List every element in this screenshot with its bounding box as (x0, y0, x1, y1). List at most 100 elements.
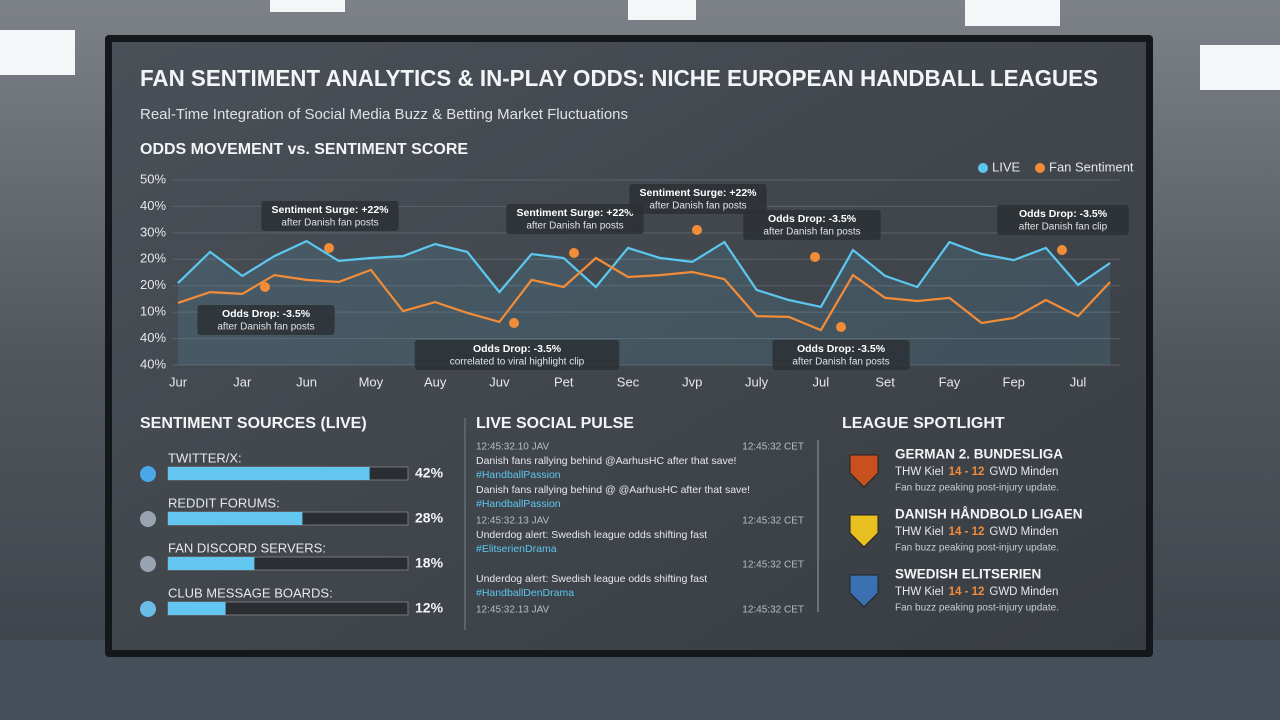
bar (168, 602, 226, 615)
hashtag: #HandballDenDrama (476, 587, 574, 599)
x-tick-label: Jur (169, 374, 188, 389)
legend-swatch (978, 163, 988, 173)
annotation-heading: Odds Drop: -3.5% (473, 343, 562, 355)
team: THW Kiel (895, 526, 944, 538)
x-tick-label: Moy (359, 374, 384, 389)
section-title: LIVE SOCIAL PULSE (476, 415, 634, 432)
team: THW Kiel (895, 586, 944, 598)
x-tick-label: Jar (233, 374, 252, 389)
timestamp: 12:45:32 CET (742, 442, 804, 453)
timestamp: 12:45:32 CET (742, 560, 804, 571)
annotation-box (629, 184, 767, 214)
annotation-dot (692, 225, 702, 235)
annotation-heading: Odds Drop: -3.5% (768, 213, 857, 225)
league-name: GERMAN 2. BUNDESLIGA (895, 447, 1063, 462)
annotation-box (772, 340, 910, 370)
annotation-dot (324, 243, 334, 253)
annotation-text: after Danish fan posts (649, 201, 746, 212)
post-text: Underdog alert: Swedish league odds shif… (476, 529, 707, 541)
annotation-box (261, 201, 399, 231)
league-crest (849, 574, 879, 608)
annotation-text: after Danish fan posts (281, 218, 378, 229)
annotation-heading: Sentiment Surge: +22% (640, 187, 758, 199)
annotation-dot (569, 248, 579, 258)
source-name: TWITTER/X: (168, 450, 242, 465)
source-value: 42% (415, 465, 444, 481)
team: THW Kiel (895, 466, 944, 478)
y-tick-label: 40% (140, 198, 166, 213)
note: Fan buzz peaking post-injury update. (895, 603, 1059, 614)
y-tick-label: 20% (140, 277, 166, 292)
team: GWD Minden (989, 466, 1058, 478)
annotation-dot (1057, 245, 1067, 255)
title: FAN SENTIMENT ANALYTICS & IN-PLAY ODDS: … (140, 65, 1098, 91)
bar (168, 467, 370, 480)
x-tick-label: Jun (296, 374, 317, 389)
y-tick-label: 40% (140, 330, 166, 345)
section-title: LEAGUE SPOTLIGHT (842, 415, 1005, 432)
x-tick-label: Fep (1003, 374, 1025, 389)
annotation-box (997, 205, 1129, 235)
x-tick-label: Jul (813, 374, 830, 389)
y-tick-label: 10% (140, 304, 166, 319)
x-tick-label: July (745, 374, 769, 389)
league-name: SWEDISH ELITSERIEN (895, 567, 1041, 582)
post-text: Danish fans rallying behind @AarhusHC af… (476, 455, 736, 467)
line (177, 239, 1111, 309)
hashtag: #HandballPassion (476, 469, 561, 481)
timestamp: 12:45:32 CET (742, 516, 804, 527)
annotation-heading: Sentiment Surge: +22% (517, 207, 635, 219)
annotation-box (506, 204, 644, 234)
ceiling-lights (0, 0, 1280, 90)
timestamp: 12:45:32.13 JAV (476, 516, 550, 527)
screen (112, 42, 1146, 650)
x-tick-label: Fay (939, 374, 961, 389)
area (178, 241, 1111, 365)
source-name: CLUB MESSAGE BOARDS: (168, 585, 333, 600)
source-icon (140, 556, 156, 572)
annotation-text: correlated to viral highlight clip (450, 357, 585, 368)
y-tick-label: 30% (140, 224, 166, 239)
annotation-text: after Danish fan posts (792, 357, 889, 368)
x-tick-label: Sec (617, 374, 640, 389)
score: 14 - 12 (949, 526, 985, 538)
team: GWD Minden (989, 586, 1058, 598)
annotation-dot (836, 322, 846, 332)
league-name: DANISH HÅNDBOLD LIGAEN (895, 507, 1083, 522)
source-name: FAN DISCORD SERVERS: (168, 540, 326, 555)
legend-label: Fan Sentiment (1049, 159, 1134, 174)
annotation-text: after Danish fan clip (1019, 222, 1108, 233)
y-tick-label: 20% (140, 251, 166, 266)
annotation-text: after Danish fan posts (526, 221, 623, 232)
line (177, 256, 1111, 332)
x-tick-label: Set (875, 374, 895, 389)
subtitle: Real-Time Integration of Social Media Bu… (140, 106, 628, 123)
league-crest (849, 514, 879, 548)
section-title: SENTIMENT SOURCES (LIVE) (140, 415, 367, 432)
hashtag: #HandballPassion (476, 498, 561, 510)
score: 14 - 12 (949, 586, 985, 598)
timestamp: 12:45:32 CET (742, 605, 804, 616)
annotation-box (743, 210, 881, 240)
score: 14 - 12 (949, 466, 985, 478)
bar (168, 557, 255, 570)
timestamp: 12:45:32.13 JAV (476, 605, 550, 616)
team: GWD Minden (989, 526, 1058, 538)
hashtag: #ElitserienDrama (476, 543, 557, 555)
post-text: Danish fans rallying behind @ @AarhusHC … (476, 484, 750, 496)
annotation-dot (810, 252, 820, 262)
annotation-heading: Sentiment Surge: +22% (272, 204, 390, 216)
x-tick-label: Pet (554, 374, 574, 389)
source-value: 28% (415, 510, 444, 526)
bar (168, 512, 303, 525)
source-icon (140, 466, 156, 482)
annotation-heading: Odds Drop: -3.5% (1019, 208, 1108, 220)
league-crest (849, 454, 879, 488)
source-name: REDDIT FORUMS: (168, 495, 280, 510)
source-icon (140, 511, 156, 527)
x-tick-label: Auy (424, 374, 447, 389)
legend-label: LIVE (992, 159, 1021, 174)
source-value: 12% (415, 600, 444, 616)
